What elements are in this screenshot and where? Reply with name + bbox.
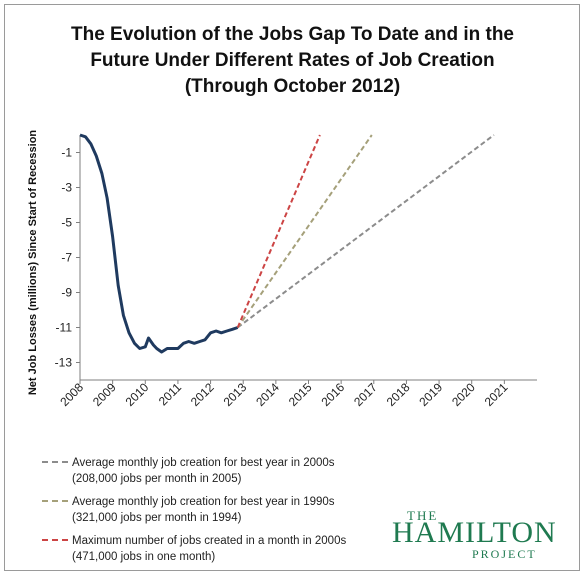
x-tick-label: 2017 [351,380,380,409]
legend-item-2000s: Average monthly job creation for best ye… [42,455,392,489]
legend-text-max: Maximum number of jobs created in a mont… [72,533,346,565]
y-tick-label: -1 [61,146,72,160]
logo-main-text: HAMILTON [392,516,557,549]
hamilton-project-logo: THE HAMILTON PROJECT [392,508,556,564]
legend-label-max: Maximum number of jobs created in a mont… [72,535,347,547]
legend-sublabel-2000s: (208,000 jobs per month in 2005) [72,473,242,485]
title-line-3: (Through October 2012) [184,76,401,97]
projection-line-2 [236,134,373,329]
legend-text-2000s: Average monthly job creation for best ye… [72,455,335,487]
logo-bottom-text: PROJECT [472,547,537,561]
legend-sublabel-max: (471,000 jobs in one month) [72,551,216,563]
legend-text-1990s: Average monthly job creation for best ye… [72,494,335,526]
x-tick-label: 2016 [318,380,347,409]
x-tick-label: 2013 [221,380,250,409]
chart-title: The Evolution of the Jobs Gap To Date an… [0,22,585,100]
x-tick-label: 2018 [384,380,413,409]
y-tick-label: -9 [61,286,72,300]
x-tick-label: 2011 [156,380,184,408]
y-tick-label: -5 [61,216,72,230]
legend-label-2000s: Average monthly job creation for best ye… [72,457,335,469]
legend-item-1990s: Average monthly job creation for best ye… [42,494,392,528]
x-tick-label: 2012 [188,380,217,409]
y-tick-label: -7 [61,251,72,265]
legend-sublabel-1990s: (321,000 jobs per month in 1994) [72,512,242,524]
jobs-gap-actual-line [79,133,239,354]
projection-line-3 [236,134,321,328]
legend-label-1990s: Average monthly job creation for best ye… [72,496,335,508]
x-tick-label: 2019 [416,380,445,409]
legend-swatch-1990s [42,500,68,502]
y-tick-label: -11 [56,321,73,335]
legend-swatch-max [42,539,68,541]
y-tick-label: -3 [61,181,72,195]
y-tick-label: -13 [55,356,73,370]
x-tick-label: 2020 [449,380,478,409]
x-tick-label: 2021 [482,380,511,409]
x-tick-label: 2014 [253,380,282,409]
projection-line-1 [237,134,495,329]
legend-item-max: Maximum number of jobs created in a mont… [42,533,392,567]
x-tick-label: 2010 [123,380,152,409]
legend-swatch-2000s [42,461,68,463]
y-axis-label: Net Job Losses (millions) Since Start of… [27,130,39,396]
x-tick-label: 2015 [286,380,315,409]
logo-top-text: THE [407,508,439,523]
x-tick-label: 2008 [57,380,86,409]
legend: Average monthly job creation for best ye… [42,455,392,572]
title-line-2: Future Under Different Rates of Job Crea… [90,50,495,71]
x-tick-label: 2009 [90,380,119,409]
title-line-1: The Evolution of the Jobs Gap To Date an… [71,24,514,45]
